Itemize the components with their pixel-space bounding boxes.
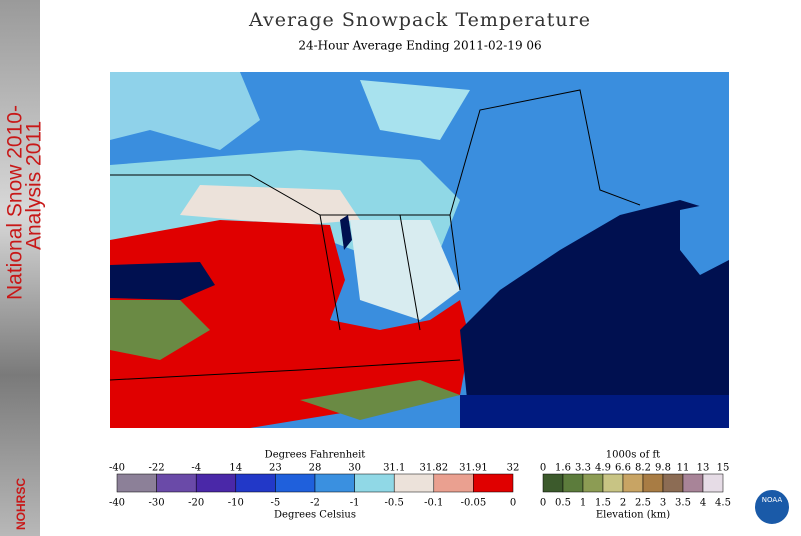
map: [109, 72, 729, 428]
legend-tick-label: -2: [310, 498, 320, 509]
legend-tick-label: 11: [677, 463, 690, 474]
legend-tick-label: -40: [109, 498, 125, 509]
legend-tick-label: -40: [109, 463, 125, 474]
legend-swatch: [642, 473, 664, 493]
legend-bottom-label: Degrees Celsius: [274, 510, 356, 521]
legend-tick-label: 6.6: [615, 463, 631, 474]
legend-tick-label: 1.6: [555, 463, 571, 474]
legend-swatch: [542, 473, 564, 493]
legend-tick-label: 3.3: [575, 463, 591, 474]
legend-tick-label: 14: [229, 463, 242, 474]
legend-swatch: [116, 473, 157, 493]
sidebar-org: NOHRSC: [14, 478, 28, 530]
legend-tick-label: 9.8: [655, 463, 671, 474]
legend-tick-label: 0.5: [555, 498, 571, 509]
legend-tick-label: -1: [350, 498, 360, 509]
legend-tick-label: -0.05: [461, 498, 487, 509]
legend-tick-label: -10: [228, 498, 244, 509]
legend-tick-label: 28: [309, 463, 322, 474]
legend-swatch: [562, 473, 584, 493]
legend-tick-label: 31.91: [459, 463, 488, 474]
legend-tick-label: 0: [540, 498, 546, 509]
legend-swatch: [602, 473, 624, 493]
legend-tick-label: -5: [271, 498, 281, 509]
legend-swatch: [682, 473, 704, 493]
legend-tick-label: 0: [510, 498, 516, 509]
legend-swatch: [156, 473, 197, 493]
legend-tick-label: 8.2: [635, 463, 651, 474]
legend-tick-label: 1.5: [595, 498, 611, 509]
legend-swatch: [235, 473, 276, 493]
legend-tick-label: 13: [697, 463, 710, 474]
subtitle: 24-Hour Average Ending 2011-02-19 06: [298, 39, 541, 53]
legend-tick-label: 4.9: [595, 463, 611, 474]
legend-swatch: [622, 473, 644, 493]
legend-tick-label: -0.1: [424, 498, 443, 509]
sidebar-line2: Analysis 2011: [23, 121, 46, 250]
sidebar: [0, 0, 40, 536]
logo: [753, 488, 791, 526]
legend-swatch: [662, 473, 684, 493]
legend-tick-label: 31.1: [383, 463, 405, 474]
title: Average Snowpack Temperature: [248, 9, 591, 31]
legend-swatch: [702, 473, 724, 493]
legend-tick-label: 1: [580, 498, 586, 509]
legend-tick-label: 15: [717, 463, 730, 474]
legend-swatch: [393, 473, 435, 493]
legend-tick-label: 4: [700, 498, 706, 509]
legend-swatch: [195, 473, 237, 493]
legend-tick-label: 3.5: [675, 498, 691, 509]
logo-text: NOAA: [762, 496, 783, 504]
legend-bottom-label: Elevation (km): [596, 510, 670, 521]
legend-top-label: Degrees Fahrenheit: [265, 450, 366, 461]
legend-swatch: [354, 473, 395, 493]
legend-swatch: [275, 473, 316, 493]
legend-tick-label: -0.5: [385, 498, 404, 509]
sidebar-line1: National Snow 2010-: [4, 105, 27, 300]
legend-tick-label: 2: [620, 498, 626, 509]
legend-tick-label: 3: [660, 498, 666, 509]
legend-tick-label: 31.82: [419, 463, 448, 474]
legend-swatch: [314, 473, 355, 493]
legend-tick-label: 0: [540, 463, 546, 474]
legend-tick-label: 30: [348, 463, 361, 474]
legend-top-label: 1000s of ft: [606, 450, 660, 461]
legend-tick-label: 4.5: [715, 498, 731, 509]
legend-tick-label: -30: [149, 498, 165, 509]
legend-swatch: [582, 473, 604, 493]
legend-swatch: [433, 473, 474, 493]
legend-tick-label: -22: [149, 463, 165, 474]
legend-tick-label: 32: [507, 463, 520, 474]
legend-tick-label: -20: [188, 498, 204, 509]
legend-tick-label: 2.5: [635, 498, 651, 509]
legend-tick-label: -4: [191, 463, 201, 474]
legend-swatch: [473, 473, 514, 493]
legend-tick-label: 23: [269, 463, 282, 474]
